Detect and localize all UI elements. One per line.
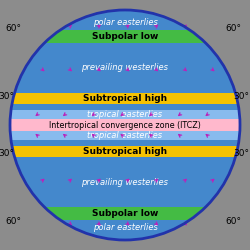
Bar <box>10 207 240 220</box>
Bar <box>10 30 240 43</box>
Text: 60°: 60° <box>226 24 242 33</box>
Text: 30°: 30° <box>0 149 14 158</box>
Text: 30°: 30° <box>0 92 14 101</box>
Text: tropical easterlies: tropical easterlies <box>88 110 162 119</box>
Text: Subtropical high: Subtropical high <box>83 94 167 103</box>
Text: Intertropical convergence zone (ITCZ): Intertropical convergence zone (ITCZ) <box>49 120 201 130</box>
Bar <box>10 146 240 157</box>
Text: polar easterlies: polar easterlies <box>92 223 158 232</box>
Text: prevailing westerlies: prevailing westerlies <box>82 63 168 72</box>
Text: Subtropical high: Subtropical high <box>83 147 167 156</box>
Text: 60°: 60° <box>226 217 242 226</box>
Text: 60°: 60° <box>6 24 22 33</box>
Bar <box>10 110 240 140</box>
Text: 30°: 30° <box>233 92 249 101</box>
Bar <box>10 93 240 104</box>
Circle shape <box>10 10 240 240</box>
Text: 30°: 30° <box>233 149 249 158</box>
Text: polar easterlies: polar easterlies <box>92 18 158 27</box>
Text: Subpolar low: Subpolar low <box>92 209 158 218</box>
Text: 60°: 60° <box>6 217 22 226</box>
Text: Subpolar low: Subpolar low <box>92 32 158 41</box>
Bar <box>10 119 240 131</box>
Text: prevailing westerlies: prevailing westerlies <box>82 178 168 187</box>
Text: tropical easterlies: tropical easterlies <box>88 131 162 140</box>
